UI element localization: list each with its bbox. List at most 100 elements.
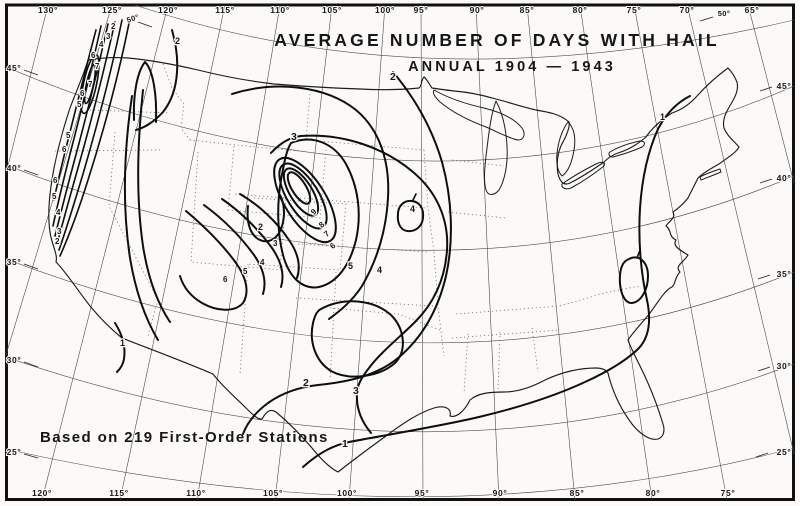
contour-label: 6 — [91, 51, 96, 60]
long-island — [699, 168, 722, 181]
contour-label: 1 — [342, 438, 348, 450]
contour-path — [302, 95, 691, 468]
longitude-label: 95° — [414, 5, 429, 15]
leader-line — [23, 69, 39, 76]
leader-line — [23, 263, 39, 270]
leader-line — [23, 169, 39, 176]
latitude-label: 40° — [777, 173, 792, 183]
contour-label: 2 — [111, 22, 116, 31]
meridian-line — [6, 5, 49, 176]
leader-line — [757, 274, 771, 280]
parallel-line — [134, 5, 794, 60]
meridian-line — [41, 5, 169, 500]
longitude-label: 120° — [32, 488, 52, 498]
contour-label: 3 — [353, 385, 359, 397]
longitude-label: 125° — [102, 5, 122, 15]
longitude-label: 110° — [270, 5, 290, 15]
longitude-labels-bottom: 120° 115° 110° 105° 100° 95° 90° 85° 80°… — [31, 487, 736, 499]
contour-ring — [282, 167, 320, 217]
map-subtitle: ANNUAL 1904 — 1943 — [408, 59, 616, 75]
parallel-line — [6, 164, 794, 251]
longitude-label: 105° — [322, 5, 342, 15]
parallel-line — [6, 356, 794, 433]
contour-label: 4 — [410, 204, 415, 214]
contour-path — [239, 193, 300, 279]
contour-path — [54, 23, 109, 237]
lake-superior — [432, 89, 525, 141]
contour-path — [137, 89, 171, 323]
contour-label: 7 — [322, 229, 332, 239]
latitude-label: 30° — [777, 361, 792, 371]
contour-label: 2 — [303, 377, 309, 389]
state-border — [433, 251, 445, 357]
longitude-label: 120° — [158, 5, 178, 15]
leader-line — [759, 86, 773, 92]
longitude-label: 75° — [721, 488, 736, 498]
contour-path — [242, 71, 452, 435]
contour-label: 4 — [99, 40, 104, 49]
longitude-labels-top: 130° 125° 50° 120° 115° 110° 105° 100° 9… — [37, 4, 760, 28]
longitude-label: 80° — [573, 5, 588, 15]
contour-label: 6 — [223, 275, 228, 284]
contour-label: 3 — [273, 239, 278, 248]
leader-line — [23, 453, 39, 459]
state-border — [451, 159, 505, 167]
leader-line — [23, 361, 39, 368]
longitude-label: 115° — [215, 5, 235, 15]
contour-path — [59, 17, 131, 257]
meridian-line — [119, 5, 226, 500]
contour-ring — [273, 156, 337, 244]
contour-path — [179, 210, 248, 311]
state-border — [189, 139, 309, 153]
state-border — [190, 151, 283, 271]
state-border — [497, 331, 501, 391]
longitude-label: 95° — [415, 488, 430, 498]
longitude-label: 85° — [520, 5, 535, 15]
leader-line — [759, 178, 773, 184]
contour-label: 5 — [348, 261, 353, 271]
meridian-line — [274, 5, 333, 500]
contour-ring — [618, 256, 649, 304]
state-border — [423, 149, 435, 253]
contour-label: 5 — [77, 100, 82, 109]
longitude-label: 100° — [337, 488, 357, 498]
contour-label: 5 — [243, 267, 248, 276]
state-border — [463, 333, 469, 395]
state-border — [108, 131, 159, 337]
contour-path — [114, 322, 126, 373]
contour-labels: 2 3 4 6 7 7 6 5 5 6 6 5 4 3 2 2 2 3 1 4 … — [51, 21, 667, 452]
contour-label: 4 — [56, 208, 61, 217]
state-border — [559, 285, 641, 307]
state-border — [162, 63, 191, 141]
contour-label: 2 — [175, 36, 180, 46]
lake-erie — [561, 161, 605, 190]
contour-label: 4 — [377, 265, 382, 275]
contour-ring — [83, 63, 97, 105]
meridian-line — [633, 5, 728, 500]
contour-label: 6 — [62, 145, 67, 154]
contour-ring — [396, 199, 425, 233]
country-outline — [48, 57, 740, 473]
contour-label: 7 — [95, 62, 100, 71]
caption: Based on 219 First-Order Stations — [40, 429, 329, 446]
state-border — [227, 145, 327, 219]
latitude-labels-left: 45° 40° 35° 30° 25° — [6, 62, 39, 459]
longitude-label: 105° — [263, 488, 283, 498]
contour-path — [123, 95, 159, 341]
lake-huron — [556, 121, 576, 177]
latitude-label: 35° — [777, 269, 792, 279]
state-border — [233, 193, 287, 269]
contour-path — [53, 29, 97, 201]
contour-label: 3 — [106, 32, 111, 41]
latitude-labels-right: 45° 40° 35° 30° 25° — [755, 80, 792, 458]
contour-path — [221, 198, 284, 288]
hail-contours — [52, 17, 691, 468]
longitude-label: 70° — [680, 5, 695, 15]
contour-label: 7 — [88, 80, 93, 89]
meridian-line — [475, 5, 500, 500]
contour-path — [56, 21, 116, 245]
lake-ontario — [608, 140, 645, 158]
state-border — [299, 197, 427, 209]
